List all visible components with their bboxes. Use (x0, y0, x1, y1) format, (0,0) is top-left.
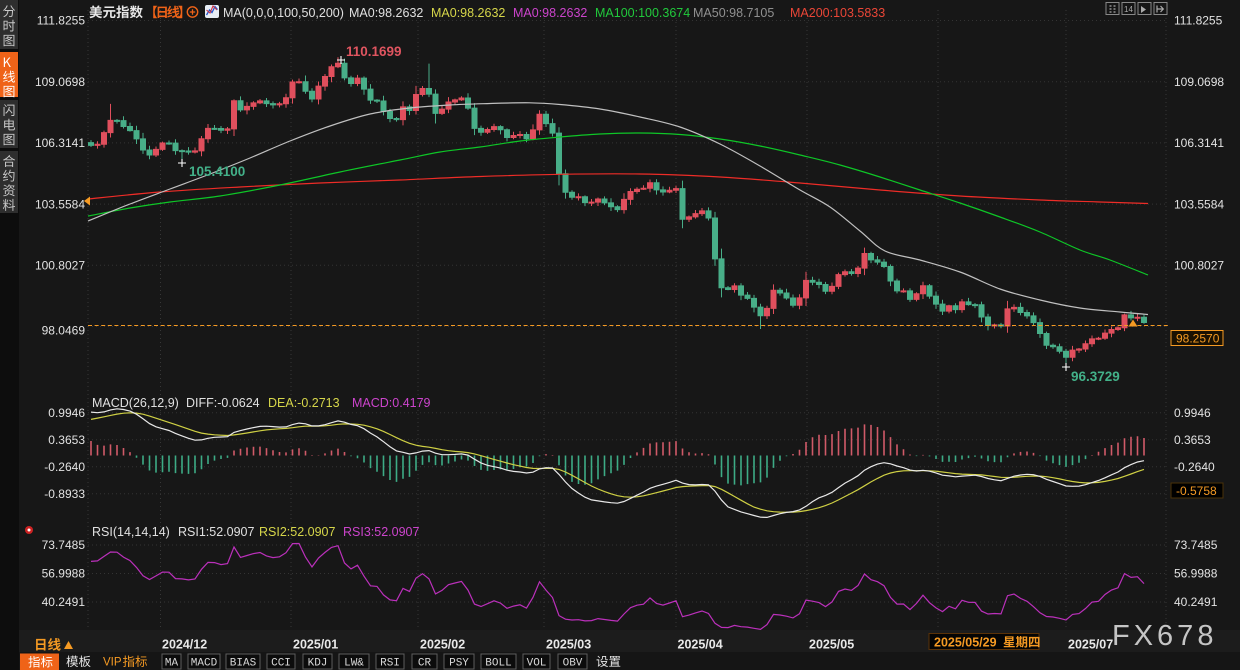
svg-text:-0.2640: -0.2640 (1174, 460, 1215, 474)
svg-text:2025/05/29: 2025/05/29 (934, 636, 997, 650)
svg-text:KDJ: KDJ (308, 658, 328, 670)
svg-text:RSI(14,14,14): RSI(14,14,14) (92, 525, 170, 539)
svg-text:MA0:98.2632: MA0:98.2632 (349, 6, 423, 20)
svg-text:100.8027: 100.8027 (1174, 259, 1224, 273)
svg-text:MACD: MACD (191, 658, 218, 670)
svg-text:DIFF:-0.0624: DIFF:-0.0624 (186, 396, 260, 410)
svg-text:109.0698: 109.0698 (35, 75, 85, 89)
svg-text:VIP: VIP (103, 657, 122, 669)
svg-text:0.3653: 0.3653 (48, 433, 85, 447)
svg-text:110.1699: 110.1699 (346, 44, 402, 59)
svg-text:CCI: CCI (271, 658, 291, 670)
svg-text:103.5584: 103.5584 (35, 197, 85, 211)
svg-text:2024/12: 2024/12 (162, 638, 207, 652)
svg-text:MA0:98.2632: MA0:98.2632 (431, 6, 505, 20)
svg-text:2025/04: 2025/04 (678, 638, 723, 652)
svg-text:0.9946: 0.9946 (48, 406, 85, 420)
svg-text:111.8255: 111.8255 (1174, 14, 1223, 28)
svg-text:98.2570: 98.2570 (1176, 332, 1220, 346)
svg-text:MA(0,0,0,100,50,200): MA(0,0,0,100,50,200) (223, 6, 344, 20)
svg-text:RSI2:52.0907: RSI2:52.0907 (259, 525, 335, 539)
svg-text:RSI: RSI (380, 658, 400, 670)
svg-text:-0.2640: -0.2640 (44, 460, 85, 474)
svg-text:MACD(26,12,9): MACD(26,12,9) (92, 396, 179, 410)
svg-text:40.2491: 40.2491 (42, 595, 86, 609)
svg-text:MA50:98.7105: MA50:98.7105 (693, 6, 774, 20)
svg-text:40.2491: 40.2491 (1174, 595, 1218, 609)
svg-text:56.9988: 56.9988 (1174, 567, 1218, 581)
svg-text:111.8255: 111.8255 (37, 14, 86, 28)
svg-text:RSI3:52.0907: RSI3:52.0907 (343, 525, 419, 539)
svg-text:73.7485: 73.7485 (1174, 538, 1218, 552)
svg-text:PSY: PSY (449, 658, 469, 670)
svg-text:MA100:100.3674: MA100:100.3674 (595, 6, 690, 20)
svg-text:-0.8933: -0.8933 (44, 487, 85, 501)
svg-text:56.9988: 56.9988 (42, 567, 86, 581)
svg-text:109.0698: 109.0698 (1174, 75, 1224, 89)
svg-text:CR: CR (418, 658, 432, 670)
svg-text:2025/05: 2025/05 (809, 638, 854, 652)
svg-text:105.4100: 105.4100 (189, 164, 245, 179)
svg-text:98.0469: 98.0469 (42, 323, 86, 337)
svg-text:2025/07: 2025/07 (1068, 638, 1113, 652)
svg-text:MA200:103.5833: MA200:103.5833 (790, 6, 885, 20)
svg-text:MA: MA (165, 658, 179, 670)
svg-text:106.3141: 106.3141 (35, 136, 85, 150)
svg-text:0.3653: 0.3653 (1174, 433, 1211, 447)
svg-text:VOL: VOL (527, 658, 547, 670)
svg-text:0.9946: 0.9946 (1174, 406, 1211, 420)
svg-text:BIAS: BIAS (230, 658, 257, 670)
svg-text:FX678: FX678 (1112, 620, 1217, 652)
svg-text:2025/02: 2025/02 (420, 638, 465, 652)
svg-text:LW&: LW& (344, 658, 364, 670)
svg-text:73.7485: 73.7485 (42, 538, 86, 552)
svg-text:2025/01: 2025/01 (293, 638, 338, 652)
svg-text:OBV: OBV (563, 658, 583, 670)
svg-text:DEA:-0.2713: DEA:-0.2713 (268, 396, 340, 410)
svg-text:103.5584: 103.5584 (1174, 197, 1224, 211)
svg-text:BOLL: BOLL (485, 658, 511, 670)
svg-text:96.3729: 96.3729 (1071, 369, 1120, 384)
svg-text:-0.5758: -0.5758 (1176, 484, 1217, 498)
svg-text:106.3141: 106.3141 (1174, 136, 1224, 150)
svg-text:MACD:0.4179: MACD:0.4179 (352, 396, 431, 410)
svg-text:MA0:98.2632: MA0:98.2632 (513, 6, 587, 20)
svg-text:2025/03: 2025/03 (546, 638, 591, 652)
svg-text:RSI1:52.0907: RSI1:52.0907 (178, 525, 254, 539)
svg-text:100.8027: 100.8027 (35, 259, 85, 273)
svg-text:14: 14 (1124, 5, 1133, 14)
